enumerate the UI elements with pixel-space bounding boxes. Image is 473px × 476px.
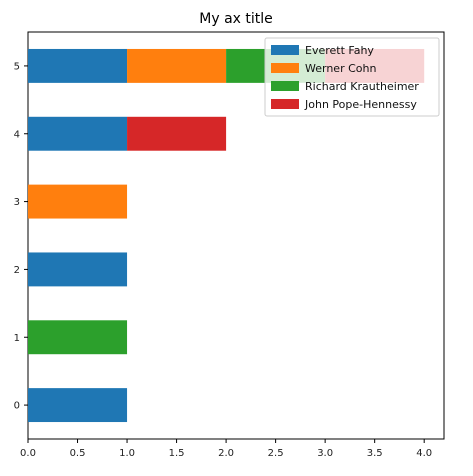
x-axis: 0.0 0.5 1.0 1.5 2.0 2.5 3.0 3.5 4.0 [20,439,432,459]
x-tick-label: 2.0 [218,448,234,459]
y-tick-label: 4 [14,129,20,140]
x-tick-label: 3.0 [317,448,333,459]
bar-series-0-cat-5 [28,48,128,83]
chart-title: My ax title [199,11,273,27]
x-tick-label: 3.5 [367,448,383,459]
legend-swatch [271,63,299,73]
legend-box [264,37,440,117]
legend-label: John Pope-Hennessy [304,98,417,111]
bar-series-2-cat-1 [28,320,128,355]
plot-area [27,31,445,440]
y-tick-label: 5 [14,61,20,72]
y-tick-label: 0 [14,401,20,412]
y-tick-label: 3 [14,197,20,208]
legend-label: Everett Fahy [305,44,374,57]
y-tick-label: 2 [14,265,20,276]
x-tick-label: 0.5 [70,448,86,459]
bar-series-0-cat-2 [28,252,128,287]
x-tick-label: 1.5 [169,448,185,459]
legend-label: Richard Krautheimer [305,80,419,93]
bar-series-1-cat-5 [127,48,227,83]
y-axis: 0 1 2 3 4 5 [14,61,28,412]
legend: Everett Fahy Werner Cohn Richard Krautheim… [264,37,440,117]
bar-series-1-cat-3 [28,184,128,219]
bar-series-0-cat-4 [28,116,128,151]
legend-swatch [271,45,299,55]
bar-series-3-cat-4 [127,116,227,151]
legend-swatch [271,99,299,109]
x-tick-label: 0.0 [20,448,36,459]
legend-swatch [271,81,299,91]
legend-label: Werner Cohn [305,62,376,75]
x-tick-label: 4.0 [416,448,432,459]
bar-series-0-cat-0 [28,388,128,423]
x-tick-label: 2.5 [268,448,284,459]
y-tick-label: 1 [14,333,20,344]
x-tick-label: 1.0 [119,448,135,459]
